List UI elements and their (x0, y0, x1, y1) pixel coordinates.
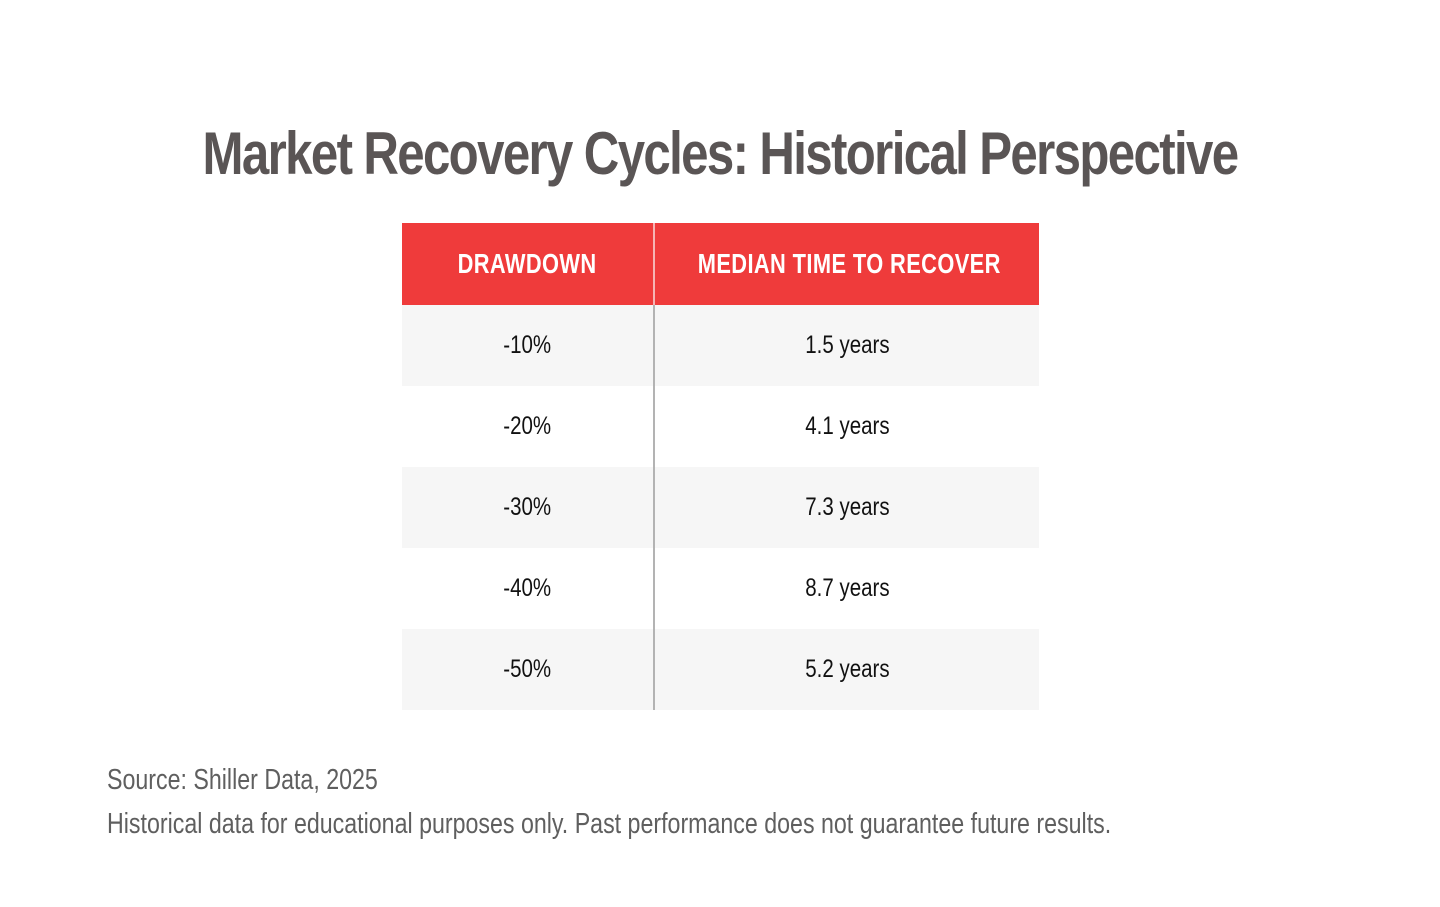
cell-text: -50% (503, 655, 552, 683)
table-header: DRAWDOWN MEDIAN TIME TO RECOVER (402, 223, 1039, 305)
recovery-time-cell: 8.7 years (654, 548, 1039, 629)
drawdown-cell: -10% (402, 305, 655, 386)
cell-text: 5.2 years (804, 655, 890, 683)
drawdown-cell: -20% (402, 386, 655, 467)
cell-text: 1.5 years (804, 331, 890, 359)
cell-text: -30% (503, 493, 552, 521)
page-title: Market Recovery Cycles: Historical Persp… (202, 120, 1240, 188)
drawdown-cell: -50% (402, 629, 655, 710)
cell-text: -40% (503, 574, 552, 602)
drawdown-cell: -30% (402, 467, 655, 548)
source-note: Source: Shiller Data, 2025 (107, 764, 378, 796)
recovery-table: DRAWDOWN MEDIAN TIME TO RECOVER -10% 1.5… (402, 223, 1039, 710)
column-header-label: DRAWDOWN (457, 248, 597, 279)
column-header-median-time: MEDIAN TIME TO RECOVER (654, 223, 1039, 305)
recovery-time-cell: 1.5 years (654, 305, 1039, 386)
table-row: -20% 4.1 years (402, 386, 1039, 467)
column-header-label: MEDIAN TIME TO RECOVER (697, 248, 1001, 279)
recovery-time-cell: 4.1 years (654, 386, 1039, 467)
header-row: DRAWDOWN MEDIAN TIME TO RECOVER (402, 223, 1039, 305)
cell-text: -10% (503, 331, 552, 359)
column-header-drawdown: DRAWDOWN (402, 223, 655, 305)
recovery-time-cell: 7.3 years (654, 467, 1039, 548)
table-row: -30% 7.3 years (402, 467, 1039, 548)
table-row: -40% 8.7 years (402, 548, 1039, 629)
recovery-time-cell: 5.2 years (654, 629, 1039, 710)
disclaimer-note: Historical data for educational purposes… (107, 808, 1112, 840)
cell-text: 8.7 years (804, 574, 890, 602)
table-row: -10% 1.5 years (402, 305, 1039, 386)
recovery-table-container: DRAWDOWN MEDIAN TIME TO RECOVER -10% 1.5… (402, 223, 1039, 710)
cell-text: 7.3 years (804, 493, 890, 521)
table-body: -10% 1.5 years -20% 4.1 years -30% 7.3 y… (402, 305, 1039, 710)
table-row: -50% 5.2 years (402, 629, 1039, 710)
drawdown-cell: -40% (402, 548, 655, 629)
cell-text: 4.1 years (804, 412, 890, 440)
cell-text: -20% (503, 412, 552, 440)
